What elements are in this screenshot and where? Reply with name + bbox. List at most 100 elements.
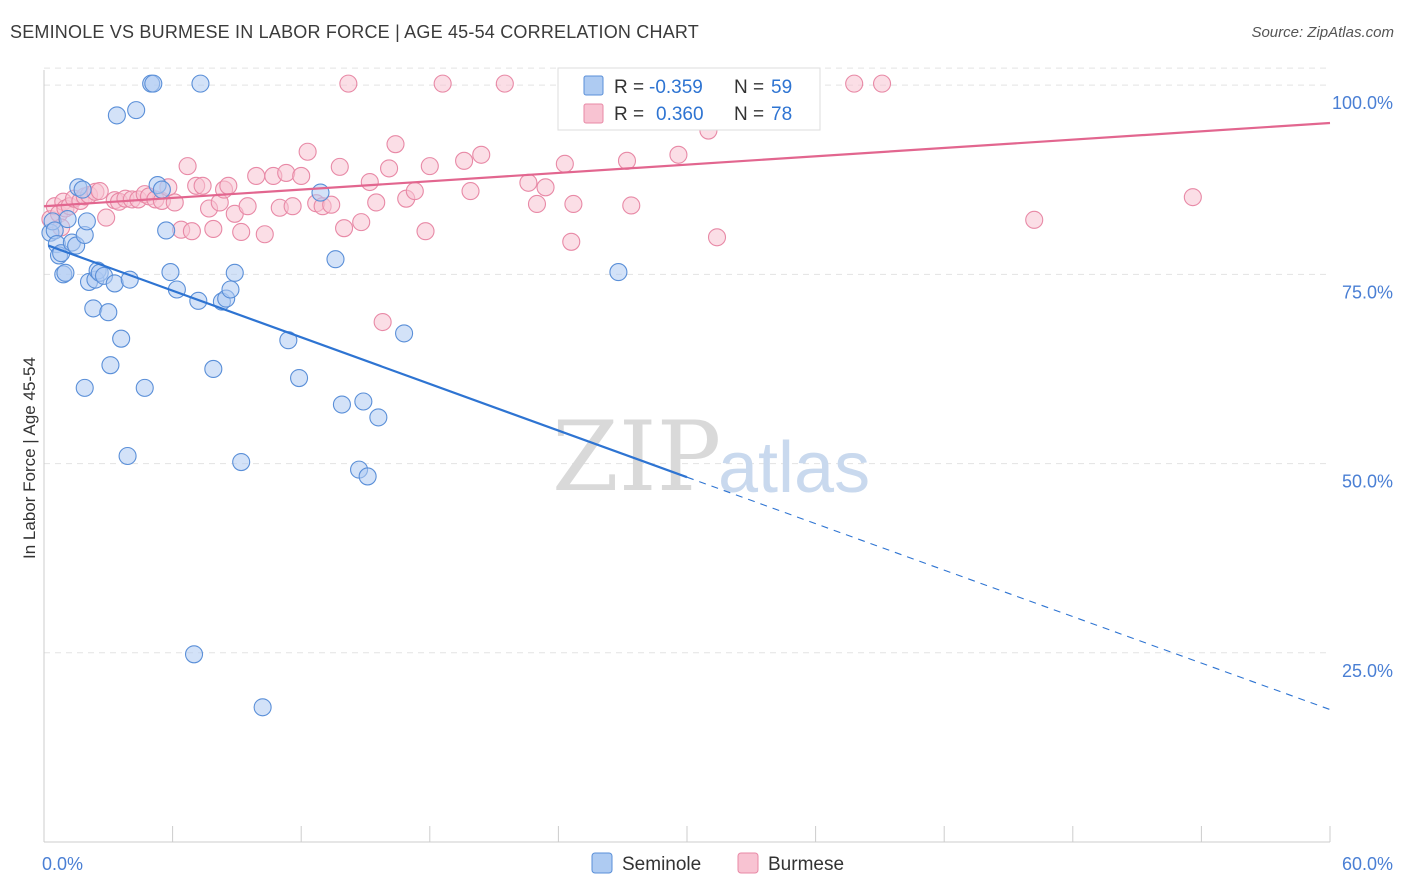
seminole-point-12 (73, 180, 92, 199)
watermark-zip: ZIP (552, 401, 721, 513)
seminole-point-23 (105, 274, 124, 293)
seminole-r-label: R = (614, 77, 644, 98)
y-tick-labels: 25.0% 50.0% 75.0% 100.0% (1332, 93, 1393, 681)
seminole-point-8 (58, 210, 77, 229)
seminole-point-22 (101, 356, 120, 375)
burmese-trend-line (43, 121, 1331, 208)
burmese-point-45 (298, 142, 317, 161)
seminole-point-48 (290, 368, 309, 388)
legend-label-seminole: Seminole (622, 854, 701, 875)
burmese-point-60 (416, 222, 435, 241)
seminole-point-50 (326, 250, 345, 269)
burmese-point-29 (193, 176, 212, 195)
y-tick-label-75: 75.0% (1342, 282, 1393, 302)
burmese-point-53 (360, 172, 379, 192)
burmese-point-52 (352, 213, 371, 232)
burmese-point-38 (247, 166, 266, 186)
burmese-point-70 (555, 154, 574, 173)
burmese-point-79 (872, 74, 892, 93)
seminole-point-34 (157, 221, 176, 240)
seminole-point-16 (84, 299, 103, 318)
seminole-point-14 (77, 212, 96, 231)
burmese-point-37 (238, 197, 257, 216)
seminole-point-29 (135, 378, 154, 397)
seminole-r-value: -0.359 (649, 77, 703, 98)
burmese-point-77 (707, 228, 727, 247)
seminole-n-label: N = (734, 77, 764, 98)
seminole-point-49 (311, 183, 330, 202)
y-tick-label-50: 50.0% (1342, 472, 1393, 492)
burmese-point-42 (277, 163, 296, 182)
seminole-point-28 (127, 101, 146, 120)
x-tick-label-max: 60.0% (1342, 854, 1393, 874)
burmese-point-51 (339, 74, 358, 93)
trend-lines (43, 121, 1331, 711)
burmese-point-31 (204, 219, 223, 238)
y-axis-title: In Labor Force | Age 45-54 (20, 357, 39, 559)
series-legend: Seminole Burmese (591, 852, 844, 875)
stats-legend: R = -0.359 N = 59 R = 0.360 N = 78 (557, 67, 821, 131)
burmese-point-67 (519, 173, 538, 192)
burmese-point-34 (219, 176, 238, 195)
chart-title: SEMINOLE VS BURMESE IN LABOR FORCE | AGE… (10, 22, 699, 42)
burmese-point-80 (1025, 210, 1044, 229)
seminole-point-54 (358, 467, 377, 486)
burmese-point-68 (527, 194, 547, 214)
burmese-point-69 (536, 178, 555, 197)
x-tick-label-min: 0.0% (42, 854, 83, 874)
burmese-point-62 (433, 74, 452, 93)
burmese-point-54 (367, 193, 386, 212)
seminole-n-value: 59 (771, 77, 792, 98)
seminole-point-43 (221, 280, 240, 299)
burmese-r-label: R = (614, 104, 644, 125)
seminole-point-39 (191, 74, 210, 93)
burmese-n-value: 78 (771, 104, 792, 125)
burmese-n-label: N = (734, 104, 764, 125)
burmese-point-27 (182, 222, 201, 241)
burmese-point-72 (564, 194, 583, 214)
burmese-point-63 (455, 151, 474, 170)
seminole-point-57 (609, 263, 628, 282)
burmese-point-48 (322, 195, 341, 214)
burmese-point-71 (562, 232, 581, 251)
burmese-point-65 (472, 145, 491, 164)
burmese-point-43 (283, 197, 302, 216)
seminole-point-27 (120, 270, 139, 289)
burmese-point-78 (845, 74, 864, 93)
seminole-point-37 (184, 645, 204, 664)
burmese-point-13 (97, 208, 116, 227)
seminole-point-35 (161, 263, 180, 282)
burmese-point-12 (90, 182, 109, 201)
seminole-point-56 (395, 324, 414, 343)
seminole-point-7 (56, 263, 75, 282)
burmese-point-61 (420, 157, 439, 176)
burmese-point-55 (373, 312, 392, 332)
legend-swatch-burmese (737, 852, 759, 874)
burmese-stats-swatch (583, 103, 604, 124)
seminole-point-25 (112, 329, 131, 348)
burmese-point-36 (232, 222, 251, 242)
seminole-point-45 (232, 453, 251, 472)
seminole-point-55 (369, 408, 388, 427)
seminole-point-51 (332, 395, 351, 414)
burmese-point-81 (1183, 188, 1202, 207)
seminole-trend-extension (686, 476, 1331, 711)
y-tick-label-25: 25.0% (1342, 661, 1393, 681)
seminole-point-40 (204, 359, 223, 379)
burmese-point-74 (622, 196, 641, 215)
burmese-point-57 (386, 135, 405, 154)
burmese-point-50 (335, 219, 354, 238)
seminole-stats-swatch (583, 75, 604, 96)
seminole-point-58 (75, 378, 94, 397)
seminole-point-24 (107, 106, 126, 125)
burmese-point-64 (461, 182, 480, 201)
burmese-point-75 (669, 145, 688, 164)
burmese-point-26 (178, 157, 197, 176)
axes (43, 70, 1331, 843)
legend-swatch-seminole (591, 852, 613, 874)
burmese-point-44 (292, 166, 311, 186)
seminole-point-33 (152, 180, 171, 199)
seminole-point-26 (118, 446, 137, 466)
seminole-point-46 (253, 698, 272, 717)
